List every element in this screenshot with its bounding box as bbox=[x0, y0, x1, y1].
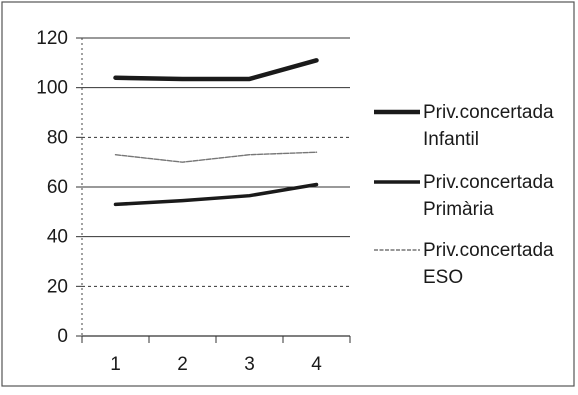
legend-label-1: Priv.concertada bbox=[423, 102, 554, 123]
legend-label-2: Primària bbox=[423, 199, 494, 220]
x-tick-label: 2 bbox=[177, 354, 188, 375]
x-tick-label: 1 bbox=[110, 354, 121, 375]
series-line-1 bbox=[116, 60, 317, 79]
y-tick-label: 40 bbox=[47, 227, 68, 248]
y-tick-label: 100 bbox=[36, 78, 68, 99]
legend: Priv.concertada Infantil Priv.concertada Pr… bbox=[374, 102, 554, 288]
x-tick-label: 3 bbox=[244, 354, 255, 375]
legend-label-2: Priv.concertada bbox=[423, 172, 554, 193]
legend-label-3: ESO bbox=[423, 267, 463, 288]
legend-label-3: Priv.concertada bbox=[423, 240, 554, 261]
gridlines bbox=[82, 38, 350, 286]
y-tick-label: 60 bbox=[47, 177, 68, 198]
y-tick-label: 120 bbox=[36, 28, 68, 49]
legend-label-1: Infantil bbox=[423, 129, 479, 150]
y-tick-label: 0 bbox=[57, 326, 68, 347]
y-tick-label: 80 bbox=[47, 127, 68, 148]
series-lines bbox=[115, 60, 316, 204]
y-tick-label: 20 bbox=[47, 276, 68, 297]
series-line-3 bbox=[116, 152, 317, 162]
x-tick-label: 4 bbox=[311, 354, 322, 375]
chart-border bbox=[2, 2, 574, 386]
